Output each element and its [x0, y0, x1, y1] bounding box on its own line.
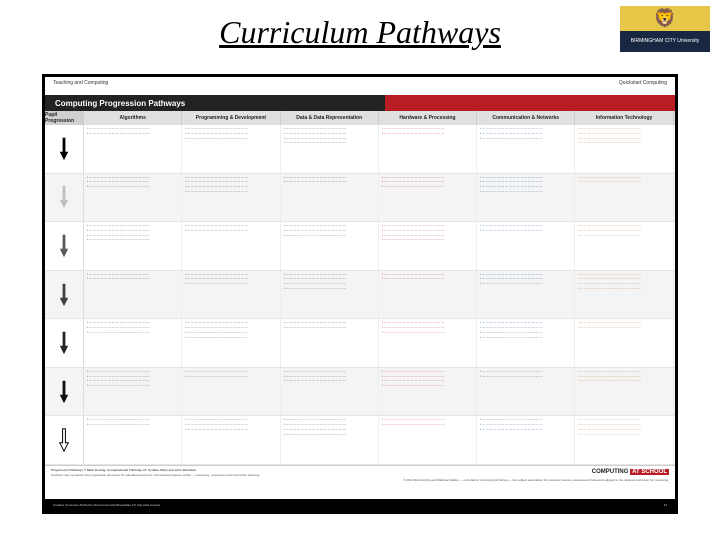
- grid-cell: • — — — — — — — — — — — — — — — —• — — —…: [84, 222, 182, 270]
- blackband-left: Creative Commons Attribution-NonCommerci…: [53, 503, 161, 507]
- footer-left: Progression Pathways © Mark Dorling. Com…: [51, 469, 388, 496]
- colhead-programming: Programming & Development: [182, 111, 280, 125]
- pathways-row: • — — — — — — — — — — — — — — — —• — — —…: [45, 368, 675, 417]
- cas-logo-sub: AT SCHOOL: [630, 469, 669, 475]
- grid-cell: • — — — — — — — — — — — — — — — —• — — —…: [379, 368, 477, 416]
- grid-cell: • — — — — — — — — — — — — — — — —• — — —…: [84, 416, 182, 464]
- grid-cell: • — — — — — — — — — — — — — — — —• — — —…: [84, 319, 182, 367]
- colhead-algorithms: Algorithms: [84, 111, 182, 125]
- progression-cell: [45, 319, 84, 367]
- arrow-down-icon: [57, 134, 71, 164]
- colhead-data: Data & Data Representation: [281, 111, 379, 125]
- grid-cell: • — — — — — — — — — — — — — — — —• — — —…: [477, 416, 575, 464]
- grid-cell: • — — — — — — — — — — — — — — — —• — — —…: [281, 319, 379, 367]
- grid-cell: • — — — — — — — — — — — — — — — —• — — —…: [182, 416, 280, 464]
- pathways-row: • — — — — — — — — — — — — — — — —• — — —…: [45, 416, 675, 465]
- grid-cell: • — — — — — — — — — — — — — — — —• — — —…: [379, 174, 477, 222]
- doc-headerband: Computing Progression Pathways: [45, 95, 675, 111]
- grid-cell: • — — — — — — — — — — — — — — — —• — — —…: [575, 368, 673, 416]
- doc-footer: Progression Pathways © Mark Dorling. Com…: [45, 465, 675, 499]
- cas-logo: COMPUTING AT SCHOOL: [388, 469, 669, 477]
- grid-cell: • — — — — — — — — — — — — — — — —• — — —…: [575, 319, 673, 367]
- grid-cell: • — — — — — — — — — — — — — — — —• — — —…: [379, 222, 477, 270]
- grid-cell: • — — — — — — — — — — — — — — — —• — — —…: [379, 125, 477, 173]
- grid-cell: • — — — — — — — — — — — — — — — —• — — —…: [575, 125, 673, 173]
- pathways-document: Teaching and Computing Quickstart Comput…: [42, 74, 678, 514]
- progression-cell: [45, 416, 84, 464]
- grid-cell: • — — — — — — — — — — — — — — — —• — — —…: [575, 174, 673, 222]
- progression-cell: [45, 271, 84, 319]
- grid-cell: • — — — — — — — — — — — — — — — —• — — —…: [182, 222, 280, 270]
- topband-left: Teaching and Computing: [53, 80, 108, 92]
- grid-cell: • — — — — — — — — — — — — — — — —• — — —…: [182, 271, 280, 319]
- progression-cell: [45, 368, 84, 416]
- pathways-row: • — — — — — — — — — — — — — — — —• — — —…: [45, 174, 675, 223]
- arrow-down-icon: [57, 425, 71, 455]
- arrow-down-icon: [57, 231, 71, 261]
- pathways-row: • — — — — — — — — — — — — — — — —• — — —…: [45, 125, 675, 174]
- doc-topband: Teaching and Computing Quickstart Comput…: [45, 77, 675, 95]
- pathways-row: • — — — — — — — — — — — — — — — —• — — —…: [45, 222, 675, 271]
- topband-right: Quickstart Computing: [619, 80, 667, 92]
- grid-cell: • — — — — — — — — — — — — — — — —• — — —…: [379, 319, 477, 367]
- grid-cell: • — — — — — — — — — — — — — — — —• — — —…: [477, 125, 575, 173]
- progression-cell: [45, 125, 84, 173]
- blackband-page-number: 33: [664, 503, 667, 507]
- pathways-row: • — — — — — — — — — — — — — — — —• — — —…: [45, 271, 675, 320]
- grid-cell: • — — — — — — — — — — — — — — — —• — — —…: [379, 271, 477, 319]
- grid-cell: • — — — — — — — — — — — — — — — —• — — —…: [84, 174, 182, 222]
- grid-cell: • — — — — — — — — — — — — — — — —• — — —…: [575, 416, 673, 464]
- grid-cell: • — — — — — — — — — — — — — — — —• — — —…: [84, 271, 182, 319]
- grid-cell: • — — — — — — — — — — — — — — — —• — — —…: [281, 368, 379, 416]
- footer-right-body: © 2014 Mark Dorling and Matthew Walker —…: [388, 479, 669, 483]
- grid-cell: • — — — — — — — — — — — — — — — —• — — —…: [182, 125, 280, 173]
- colhead-progression: Pupil Progression: [45, 111, 84, 125]
- cas-logo-main: COMPUTING: [592, 469, 629, 475]
- footer-left-body: Teachers may reproduce this progression …: [51, 474, 388, 478]
- grid-cell: • — — — — — — — — — — — — — — — —• — — —…: [281, 222, 379, 270]
- pathways-grid: • — — — — — — — — — — — — — — — —• — — —…: [45, 125, 675, 465]
- logo-university-name: BIRMINGHAM CITY University: [620, 31, 710, 52]
- grid-cell: • — — — — — — — — — — — — — — — —• — — —…: [379, 416, 477, 464]
- slide-header: Curriculum Pathways 🦁 BIRMINGHAM CITY Un…: [0, 0, 720, 64]
- grid-cell: • — — — — — — — — — — — — — — — —• — — —…: [281, 125, 379, 173]
- grid-cell: • — — — — — — — — — — — — — — — —• — — —…: [84, 368, 182, 416]
- logo-crest-icon: 🦁: [620, 6, 710, 31]
- colhead-hardware: Hardware & Processing: [379, 111, 477, 125]
- footer-right: COMPUTING AT SCHOOL © 2014 Mark Dorling …: [388, 469, 669, 496]
- arrow-down-icon: [57, 182, 71, 212]
- university-logo: 🦁 BIRMINGHAM CITY University: [620, 6, 710, 52]
- colhead-communication: Communication & Networks: [477, 111, 575, 125]
- grid-cell: • — — — — — — — — — — — — — — — —• — — —…: [182, 319, 280, 367]
- grid-cell: • — — — — — — — — — — — — — — — —• — — —…: [84, 125, 182, 173]
- colhead-infotech: Information Technology: [575, 111, 673, 125]
- pathways-row: • — — — — — — — — — — — — — — — —• — — —…: [45, 319, 675, 368]
- slide-title: Curriculum Pathways: [219, 14, 501, 51]
- grid-cell: • — — — — — — — — — — — — — — — —• — — —…: [575, 222, 673, 270]
- column-headers: Pupil Progression Algorithms Programming…: [45, 111, 675, 125]
- headerband-title: Computing Progression Pathways: [45, 95, 385, 111]
- arrow-down-icon: [57, 377, 71, 407]
- grid-cell: • — — — — — — — — — — — — — — — —• — — —…: [182, 174, 280, 222]
- grid-cell: • — — — — — — — — — — — — — — — —• — — —…: [281, 416, 379, 464]
- grid-cell: • — — — — — — — — — — — — — — — —• — — —…: [477, 271, 575, 319]
- doc-blackband: Creative Commons Attribution-NonCommerci…: [45, 499, 675, 511]
- grid-cell: • — — — — — — — — — — — — — — — —• — — —…: [477, 368, 575, 416]
- headerband-accent: [385, 95, 675, 111]
- grid-cell: • — — — — — — — — — — — — — — — —• — — —…: [281, 271, 379, 319]
- grid-cell: • — — — — — — — — — — — — — — — —• — — —…: [182, 368, 280, 416]
- grid-cell: • — — — — — — — — — — — — — — — —• — — —…: [281, 174, 379, 222]
- progression-cell: [45, 222, 84, 270]
- grid-cell: • — — — — — — — — — — — — — — — —• — — —…: [477, 222, 575, 270]
- arrow-down-icon: [57, 328, 71, 358]
- arrow-down-icon: [57, 280, 71, 310]
- progression-cell: [45, 174, 84, 222]
- grid-cell: • — — — — — — — — — — — — — — — —• — — —…: [477, 174, 575, 222]
- grid-cell: • — — — — — — — — — — — — — — — —• — — —…: [477, 319, 575, 367]
- grid-cell: • — — — — — — — — — — — — — — — —• — — —…: [575, 271, 673, 319]
